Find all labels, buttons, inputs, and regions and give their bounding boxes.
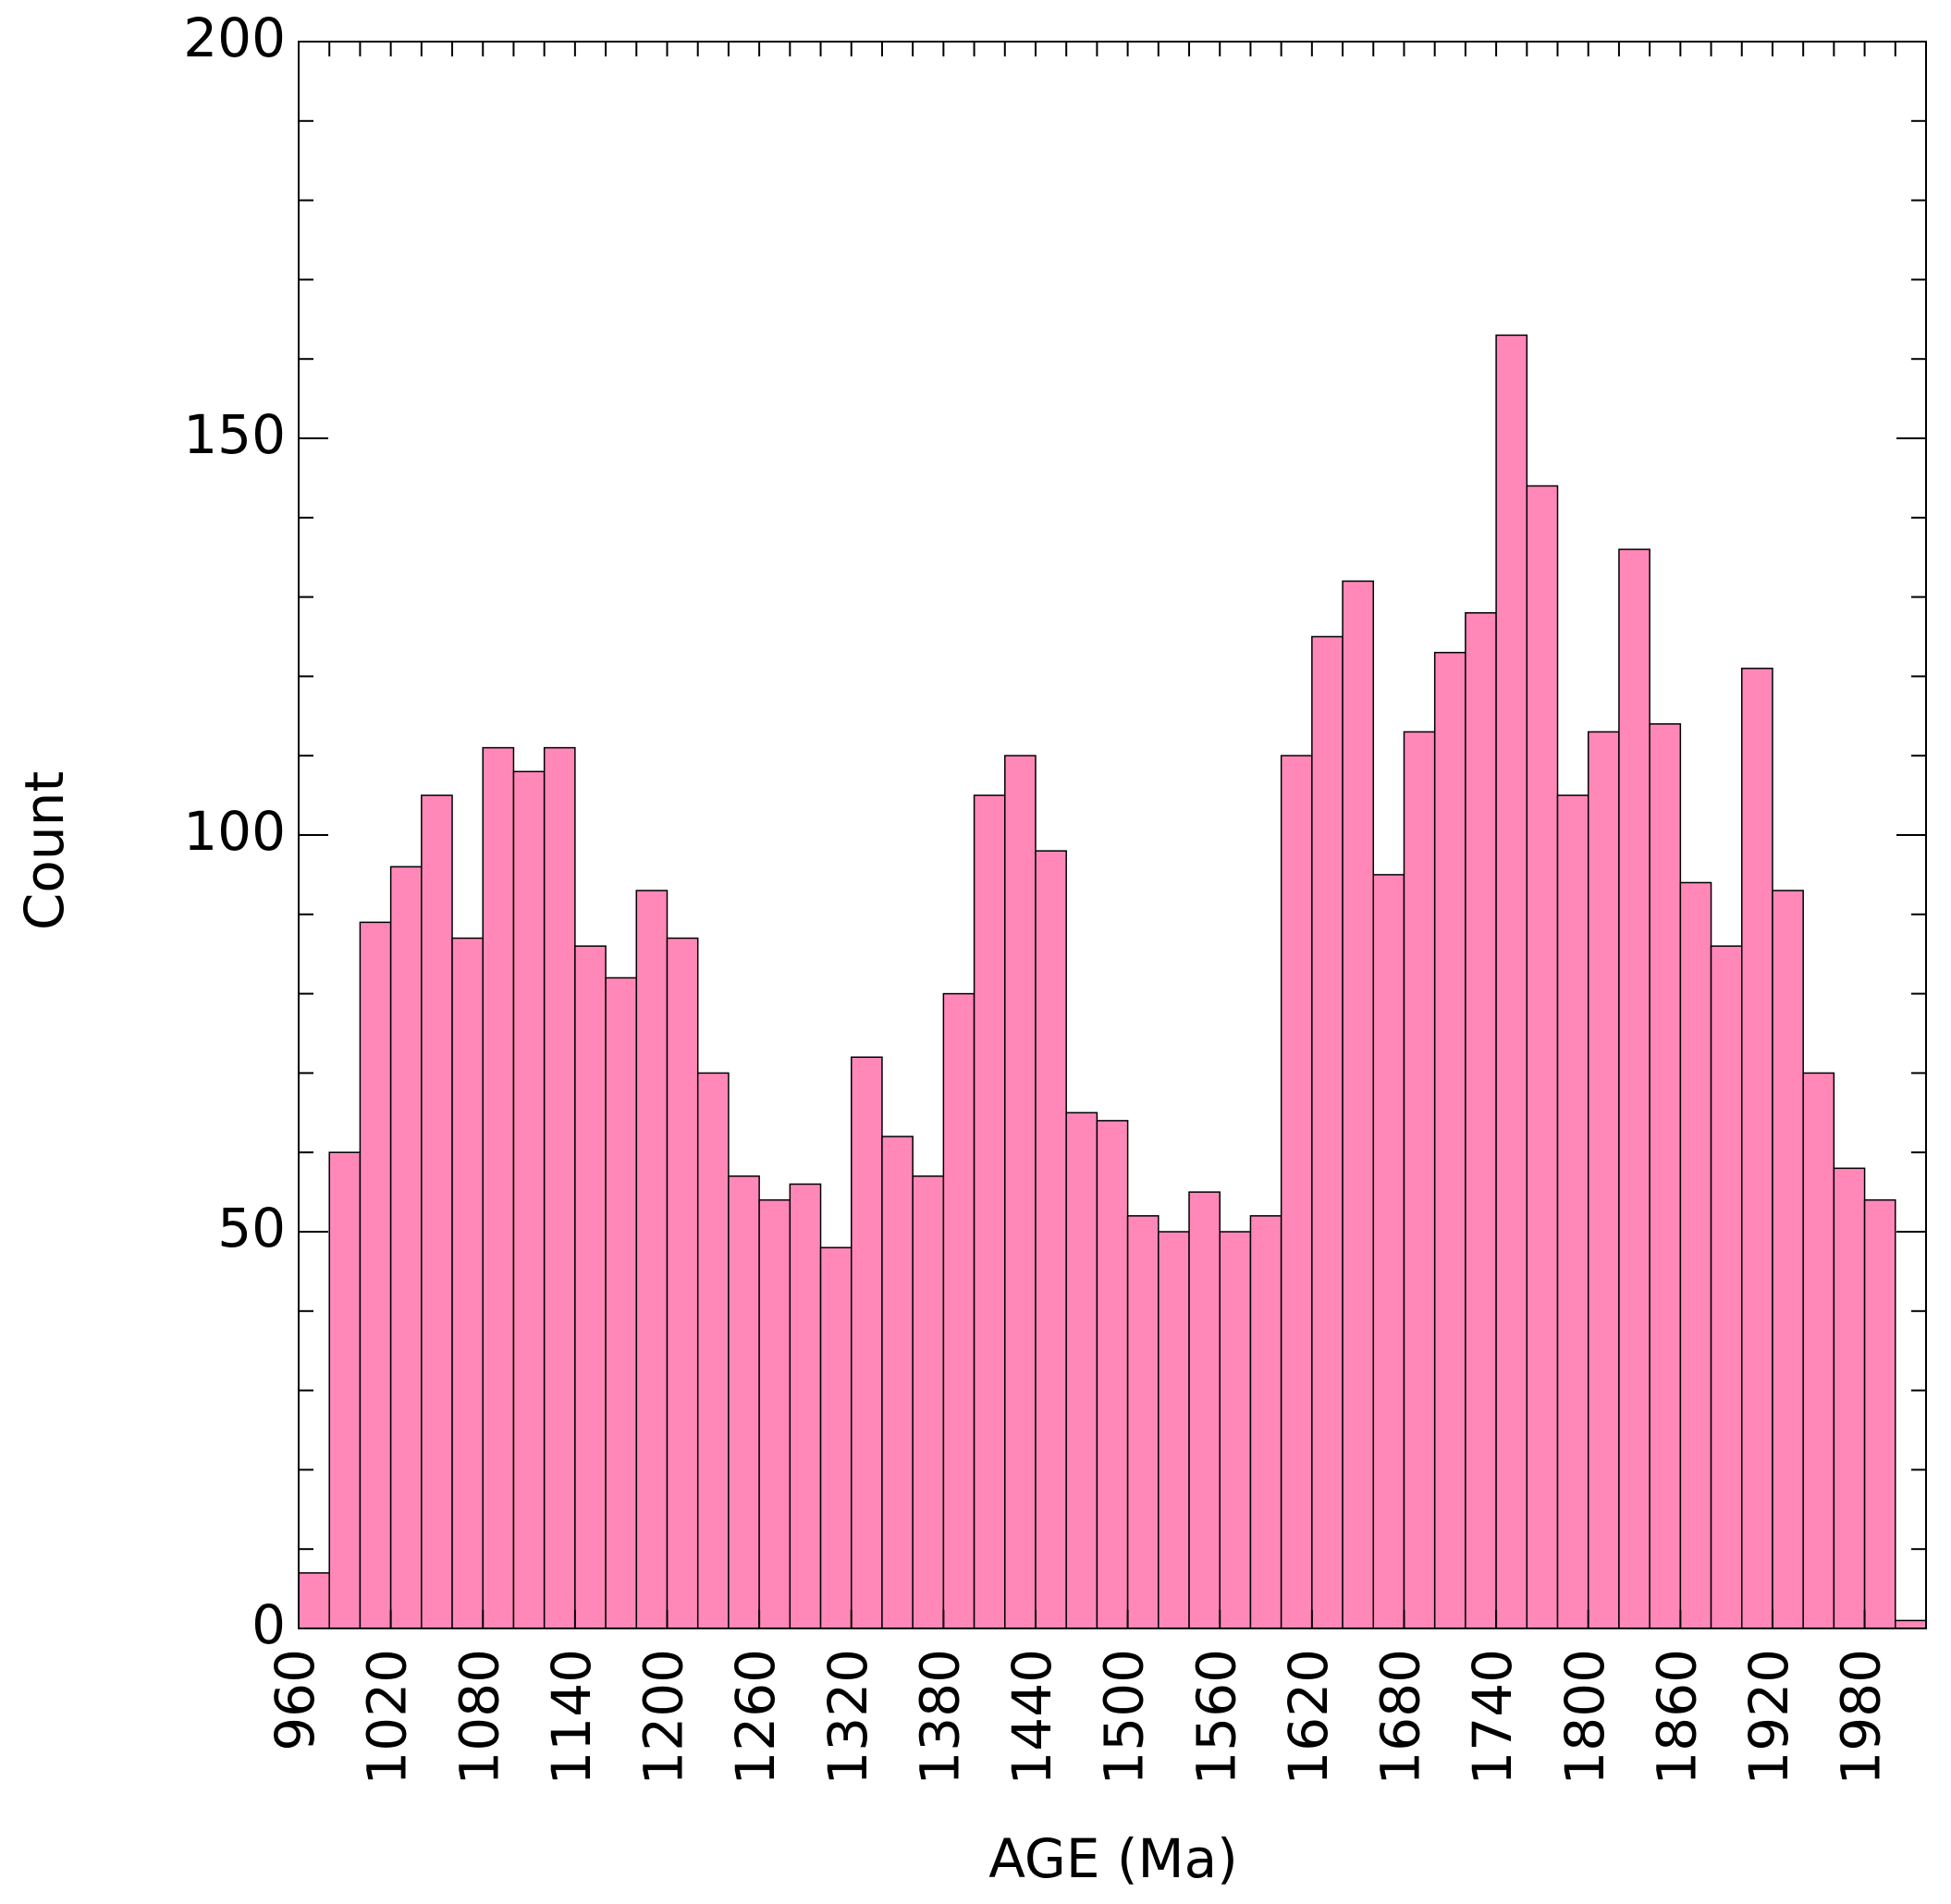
bar [1158, 1231, 1190, 1629]
x-tick-label: 960 [264, 1649, 326, 1751]
bar [1465, 612, 1497, 1629]
x-tick-label: 1560 [1184, 1649, 1247, 1786]
x-tick-label: 1500 [1093, 1649, 1156, 1786]
bar [1096, 1120, 1129, 1629]
bar [482, 746, 515, 1629]
bar [1741, 668, 1773, 1629]
bar [359, 921, 392, 1629]
bar [1004, 755, 1037, 1629]
x-axis-label: AGE (Ma) [988, 1827, 1238, 1890]
bar [789, 1183, 822, 1629]
bar [574, 945, 607, 1629]
bar [1188, 1191, 1221, 1629]
bar [451, 937, 484, 1629]
x-tick-label: 1140 [540, 1649, 603, 1786]
bar [850, 1056, 883, 1629]
y-tick-label: 100 [183, 800, 286, 863]
x-tick-label: 1920 [1737, 1649, 1800, 1786]
y-tick-label: 150 [183, 403, 286, 466]
bar [666, 937, 699, 1629]
bar [1403, 731, 1436, 1629]
y-tick-label: 50 [217, 1197, 286, 1259]
bar [1311, 635, 1344, 1629]
bar [1802, 1072, 1835, 1629]
y-axis-label: Count [13, 771, 76, 930]
bar [758, 1198, 791, 1629]
bar [1249, 1215, 1282, 1629]
bar [605, 977, 638, 1629]
bar [1280, 755, 1313, 1629]
bar [1833, 1167, 1866, 1629]
bar [1342, 580, 1375, 1629]
x-tick-label: 1020 [356, 1649, 419, 1786]
bar [1679, 881, 1712, 1629]
bar [696, 1072, 730, 1629]
bar [635, 890, 669, 1629]
bar [973, 794, 1006, 1629]
bar [1587, 731, 1620, 1629]
bar [421, 794, 453, 1629]
x-tick-label: 1860 [1645, 1649, 1708, 1786]
x-tick-label: 1800 [1553, 1649, 1616, 1786]
x-tick-label: 1980 [1830, 1649, 1893, 1786]
x-tick-label: 1620 [1277, 1649, 1340, 1786]
x-tick-label: 1740 [1461, 1649, 1524, 1786]
bar [1710, 945, 1743, 1629]
bar [912, 1175, 945, 1629]
bar [1035, 850, 1067, 1629]
bar [819, 1247, 853, 1629]
bar [1065, 1112, 1098, 1629]
bar [1556, 794, 1589, 1629]
bar [942, 992, 976, 1629]
bar [298, 1572, 330, 1629]
bar [543, 746, 576, 1629]
bar [1433, 651, 1466, 1629]
bar [1219, 1231, 1252, 1629]
bar [328, 1151, 362, 1629]
x-tick-label: 1320 [816, 1649, 879, 1786]
bar [1618, 548, 1650, 1629]
x-tick-label: 1200 [632, 1649, 695, 1786]
bar [1649, 723, 1682, 1629]
bar [1526, 485, 1559, 1629]
x-tick-label: 1440 [1000, 1649, 1063, 1786]
bar [1126, 1215, 1160, 1629]
x-tick-label: 1680 [1369, 1649, 1432, 1786]
x-tick-label: 1080 [448, 1649, 510, 1786]
x-tick-label: 1380 [908, 1649, 971, 1786]
bar [389, 866, 423, 1629]
bar [1772, 890, 1804, 1629]
x-tick-label: 1260 [724, 1649, 787, 1786]
bar [1863, 1198, 1896, 1629]
bar [1895, 1619, 1927, 1629]
bar [728, 1175, 760, 1629]
bar [1495, 334, 1528, 1629]
y-tick-label: 0 [252, 1593, 286, 1656]
bar [881, 1136, 914, 1629]
y-tick-label: 200 [183, 6, 286, 69]
bar [1372, 874, 1405, 1629]
bar [512, 770, 546, 1629]
